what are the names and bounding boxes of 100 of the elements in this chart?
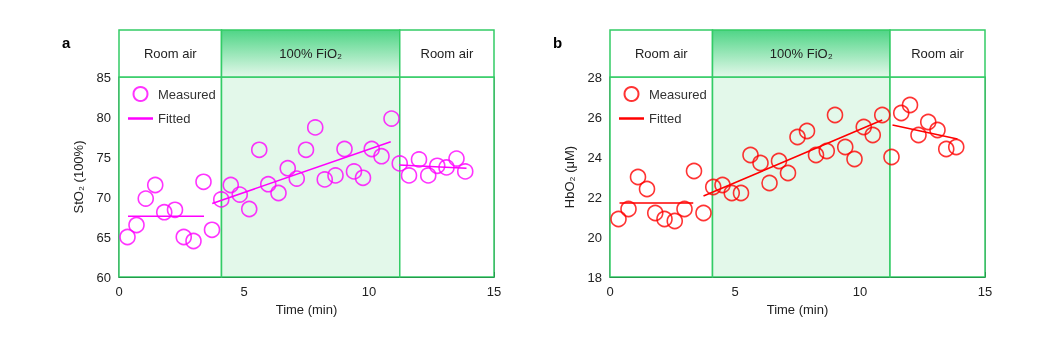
point (297, 141, 315, 159)
x-tick-label: 10 (852, 284, 868, 299)
chart-title: b (553, 34, 563, 51)
point (316, 171, 334, 188)
y-tick-label: 20 (587, 229, 602, 245)
point (438, 159, 455, 176)
point (240, 200, 258, 218)
point (752, 154, 769, 172)
legend-label: Measured (158, 86, 216, 102)
point (685, 162, 703, 180)
point (789, 128, 806, 146)
band-label: 100% FiO₂ (279, 46, 343, 61)
band-label: Room air (634, 46, 689, 61)
point (410, 151, 428, 168)
y-tick-label: 65 (96, 229, 111, 245)
point (695, 204, 712, 222)
point (818, 142, 836, 160)
point (723, 184, 741, 202)
point (212, 191, 230, 208)
point (855, 118, 873, 136)
point (937, 140, 955, 158)
point (873, 106, 891, 124)
point (704, 178, 722, 196)
point (119, 228, 136, 246)
band-label: Room air (420, 46, 474, 61)
point (666, 212, 684, 230)
y-tick-label: 70 (96, 189, 111, 205)
point (175, 228, 193, 246)
point (919, 113, 937, 131)
y-tick-label: 80 (96, 109, 111, 125)
point (128, 216, 145, 234)
point (146, 176, 164, 194)
point (807, 146, 825, 164)
point (383, 110, 400, 127)
point (826, 106, 844, 124)
point (714, 176, 731, 194)
point (222, 176, 240, 194)
point (901, 96, 919, 114)
y-tick-label: 85 (96, 69, 111, 85)
point (798, 122, 816, 140)
point (448, 150, 465, 167)
point (929, 121, 946, 139)
point (910, 126, 927, 144)
point (336, 140, 353, 158)
y-axis-title: HbO₂ (μM) (562, 145, 577, 209)
point (279, 159, 297, 177)
point (638, 180, 656, 198)
point (770, 152, 788, 170)
y-tick-label: 28 (587, 69, 602, 85)
point (883, 148, 900, 166)
point (288, 170, 306, 187)
point (203, 221, 221, 239)
x-axis-title: Time (min) (275, 302, 338, 317)
point (620, 200, 637, 218)
point (864, 126, 882, 144)
x-tick-label: 5 (731, 284, 739, 299)
x-tick-label: 0 (115, 284, 123, 299)
x-tick-label: 0 (606, 284, 614, 299)
point (836, 138, 854, 156)
y-tick-label: 18 (587, 269, 602, 285)
x-tick-label: 10 (361, 284, 377, 299)
point (345, 163, 363, 180)
point (400, 167, 418, 184)
point (742, 146, 759, 164)
point (137, 190, 155, 207)
point (610, 210, 627, 228)
point (947, 138, 965, 156)
x-tick-label: 15 (977, 284, 993, 299)
point (428, 157, 446, 175)
point (456, 163, 474, 180)
band-label: Room air (911, 46, 965, 61)
point (354, 169, 372, 187)
point (231, 186, 249, 203)
point (846, 150, 863, 168)
point (419, 167, 437, 184)
point (373, 147, 390, 165)
chart-title: a (62, 34, 71, 51)
point (391, 155, 409, 172)
x-tick-label: 5 (240, 284, 248, 299)
point (166, 201, 184, 219)
legend-label: Fitted (158, 111, 191, 126)
point (155, 203, 173, 221)
x-axis-title: Time (min) (766, 302, 829, 317)
point (761, 174, 778, 192)
point (185, 232, 202, 250)
point (732, 184, 750, 202)
point (363, 140, 381, 158)
point (676, 200, 693, 218)
point (327, 167, 344, 184)
point (656, 210, 673, 228)
y-tick-label: 26 (587, 109, 602, 125)
y-tick-label: 75 (96, 149, 111, 165)
point (259, 175, 277, 193)
point (250, 141, 268, 159)
y-tick-label: 22 (587, 189, 602, 205)
point (646, 204, 664, 222)
point (629, 168, 647, 186)
point (779, 164, 797, 182)
point (270, 184, 287, 202)
band-label: Room air (143, 46, 198, 61)
